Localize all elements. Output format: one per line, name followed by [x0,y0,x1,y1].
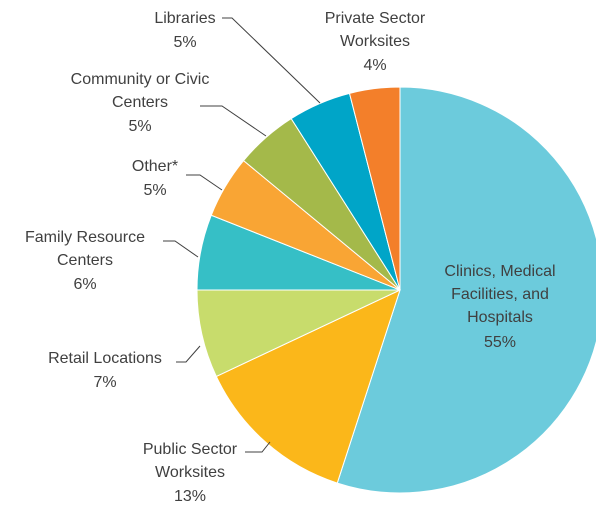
leader-line [222,17,321,104]
slice-value: 55% [483,334,517,351]
slice-label: Family Resource Centers [24,229,146,269]
slice-label: Retail Locations [48,350,162,367]
slice-label: Private Sector Worksites [324,10,426,50]
pie-slice [215,289,401,484]
slice-value: 6% [73,276,97,293]
slice-value: 5% [143,182,167,199]
leader-line [245,441,271,453]
slice-label: Public Sector Worksites [142,441,238,481]
leader-line [163,240,199,258]
slice-label: Community or Civic Centers [70,71,210,111]
slice-value: 5% [128,118,152,135]
slice-value: 7% [93,374,117,391]
leader-line [176,345,201,363]
slice-value: 13% [173,488,207,505]
slice-label: Libraries [154,10,216,27]
slice-label: Clinics, Medical Facilities, and Hospita… [444,263,556,326]
slice-value: 5% [173,34,197,51]
pie-slice [348,86,401,291]
slice-value: 4% [363,57,387,74]
pie-slice [336,86,596,494]
leader-line [200,105,267,137]
slice-label: Other* [131,158,179,175]
leader-line [186,174,223,191]
